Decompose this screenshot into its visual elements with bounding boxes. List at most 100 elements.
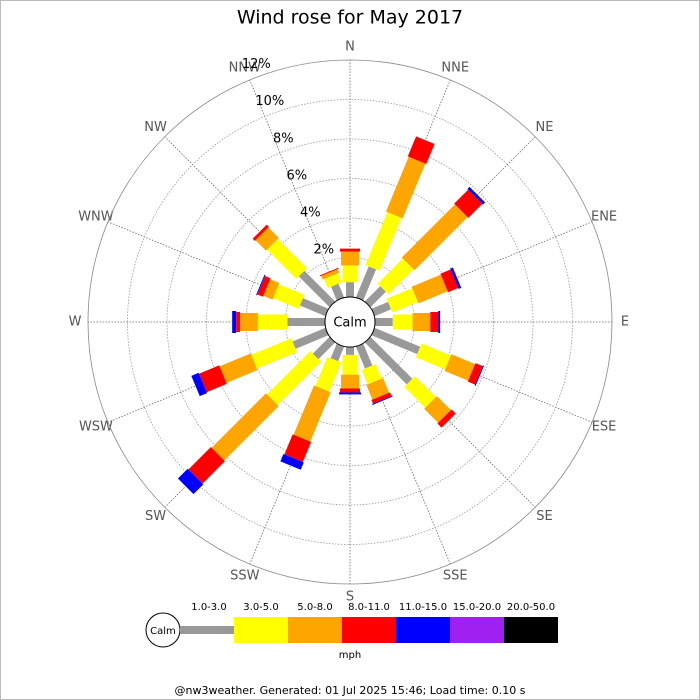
bar-segment [371,327,421,355]
direction-label: N [345,40,355,55]
bar-segment [364,286,386,308]
legend-swatch [450,617,504,643]
r-tick-label: 2% [314,243,335,258]
legend-swatch [504,617,558,643]
bar-segment [340,248,360,252]
legend-swatch [288,617,342,643]
legend-swatch [234,617,288,643]
grid-ring [206,178,494,466]
bar-segment [232,311,237,333]
bar-segment [315,356,342,392]
grid-ring [127,99,573,545]
legend-label: 20.0-50.0 [507,602,555,613]
direction-label: E [621,315,629,330]
bar-segment [377,258,414,295]
bar-segment [411,274,448,304]
bar-segment [355,266,377,301]
bar-segment [324,273,342,289]
legend-swatch [396,617,450,643]
legend-calm-label: Calm [150,626,176,637]
bar-segment [407,136,435,165]
bar-segment [339,392,361,395]
direction-label: NNW [229,60,261,75]
bar-segment [415,343,451,370]
bar-segment [292,327,329,349]
bar-segment [341,374,359,389]
direction-label: SSW [230,569,260,584]
bar-segment [287,318,326,326]
bar-segment [263,279,280,300]
bar-segment [450,267,462,289]
bar-segment [342,265,358,283]
direction-label: WSW [79,420,113,435]
grid-ring [166,138,534,506]
bar-segment [467,186,486,205]
bar-segment [256,274,266,296]
bar-segment [342,354,358,375]
bar-segment [371,301,392,317]
legend-label: 8.0-11.0 [348,602,390,613]
bar-segment [364,336,413,385]
legend-label: 15.0-20.0 [453,602,501,613]
bar-segment [438,311,441,333]
bar-segment [188,447,225,484]
bar-segment [266,351,321,406]
bar-segment [252,224,269,241]
legend-label: 11.0-15.0 [399,602,447,613]
calm-label: Calm [333,316,366,331]
bar-segment [366,378,390,400]
direction-label: NE [535,120,553,135]
bar-segment [321,269,340,280]
bar-segment [430,312,439,332]
direction-label: SSE [443,569,468,584]
footer: @nw3weather. Generated: 01 Jul 2025 15:4… [175,684,526,697]
bar-segment [474,365,485,386]
bar-segment [236,312,241,332]
legend-label: 5.0-8.0 [297,602,332,613]
bar-segment [255,227,279,251]
bar-segment [284,434,312,463]
bar-segment [251,338,297,369]
direction-label: NW [144,120,167,135]
bar-segment [298,270,336,308]
bar-segment [437,409,456,428]
bar-segment [293,385,331,442]
direction-label: W [69,315,82,330]
bar-segment [319,267,339,277]
bar-segment [361,364,382,385]
bar-segment [198,365,227,393]
direction-label: ESE [592,420,617,435]
bar-segment [272,284,305,309]
bar-segment [374,318,393,326]
legend-unit: mph [339,650,361,661]
bar-segment [240,313,258,331]
legend-label: 3.0-5.0 [243,602,278,613]
bar-segment [280,454,304,470]
legend-swatch [180,626,234,634]
bar-segment [341,251,359,266]
bar-segment [346,347,354,355]
bar-segment [372,395,393,405]
bar-segment [219,353,258,383]
r-tick-label: 4% [300,205,321,220]
bar-segment [340,388,360,393]
direction-label: WNW [78,209,114,224]
direction-label: ENE [591,209,617,224]
direction-label: S [346,590,354,605]
bar-segment [346,282,354,297]
bar-segment [266,238,307,279]
r-tick-label: 8% [273,131,294,146]
bar-segment [257,314,288,330]
bar-segment [412,313,431,331]
bar-segment [371,392,392,404]
bar-segment [424,396,451,423]
bar-segment [392,314,413,330]
bar-segment [191,372,208,397]
bar-segment [365,212,402,271]
chart-title: Wind rose for May 2017 [237,7,463,29]
calm-circle [324,296,376,348]
bar-segment [331,283,345,301]
r-tick-label: 10% [255,94,284,109]
bar-segment [386,156,426,219]
